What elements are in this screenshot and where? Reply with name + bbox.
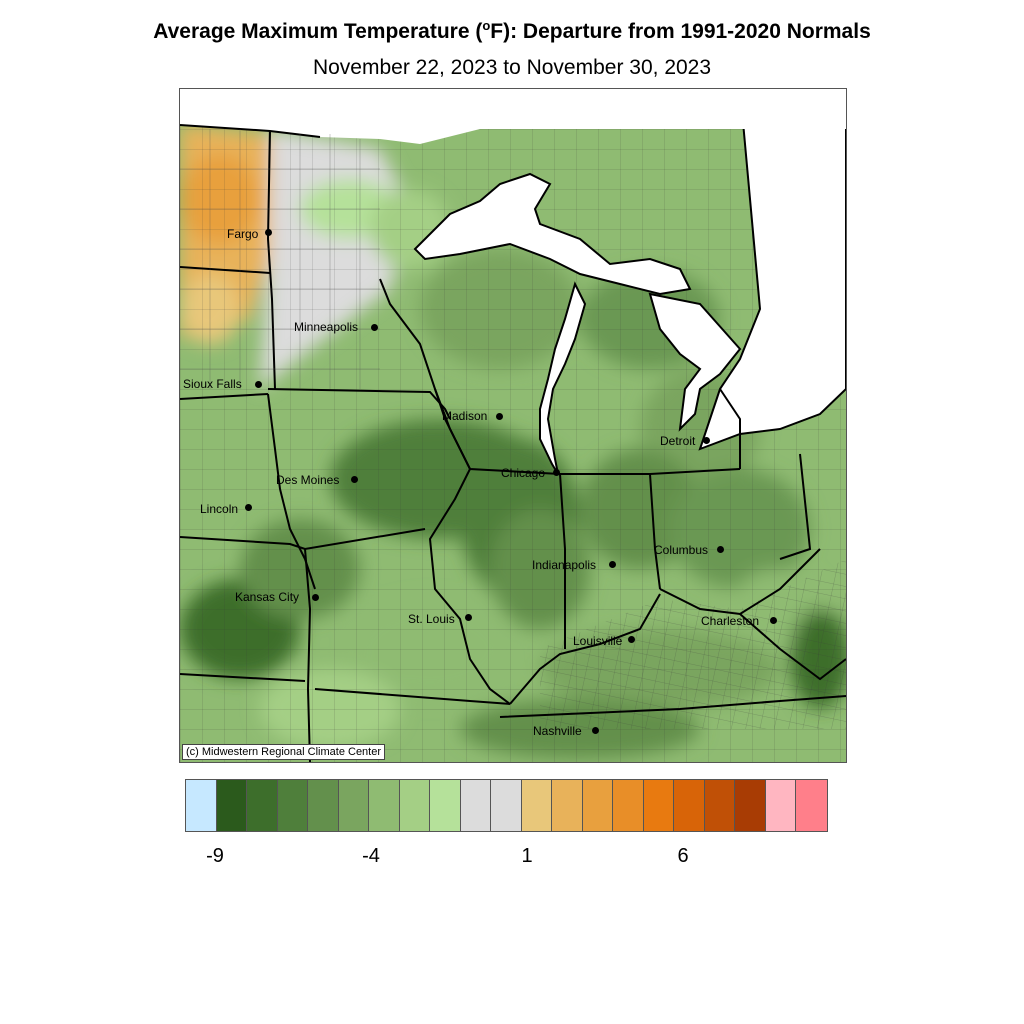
city-label-des-moines: Des Moines [276, 473, 340, 487]
lake-huron [648, 292, 742, 432]
legend-swatch-9 [460, 780, 491, 831]
legend-swatch-5 [338, 780, 369, 831]
legend-tick-label: 1 [521, 845, 533, 867]
credit-label: (c) Midwestern Regional Climate Center [182, 744, 386, 760]
city-dot-lincoln [245, 504, 252, 511]
canada-and-lake-erie [698, 89, 846, 451]
state-borders [180, 124, 846, 762]
county-lines-kentucky [540, 559, 846, 729]
city-label-chicago: Chicago [501, 466, 546, 480]
legend-swatch-15 [643, 780, 674, 831]
legend-swatch-4 [308, 780, 339, 831]
legend-swatch-2 [247, 780, 278, 831]
legend-swatch-20 [796, 780, 827, 831]
legend-tick-label: 6 [677, 845, 689, 867]
legend-swatch-17 [704, 780, 735, 831]
city-dot-detroit [703, 437, 710, 444]
city-label-sioux-falls: Sioux Falls [183, 377, 242, 391]
city-dot-louisville [628, 636, 635, 643]
legend-swatch-13 [582, 780, 613, 831]
legend-swatch-10 [491, 780, 522, 831]
legend-swatch-1 [216, 780, 247, 831]
legend-swatch-8 [430, 780, 461, 831]
city-dot-madison [496, 413, 503, 420]
city-dot-minneapolis [371, 324, 378, 331]
city-label-st-louis: St. Louis [408, 612, 455, 626]
city-label-louisville: Louisville [573, 634, 623, 648]
legend-swatch-16 [674, 780, 705, 831]
city-label-charleston: Charleston [701, 614, 760, 628]
legend-swatch-12 [552, 780, 583, 831]
city-dot-chicago [553, 469, 560, 476]
city-label-fargo: Fargo [227, 227, 259, 241]
map-canvas [180, 89, 846, 762]
legend-tick-label: -9 [206, 845, 224, 867]
legend-swatch-0 [186, 780, 217, 831]
legend-swatch-19 [765, 780, 796, 831]
map-panel: Fargo Minneapolis Sioux Falls Madison Detroi… [179, 88, 847, 763]
city-dot-kansas-city [312, 594, 319, 601]
city-label-minneapolis: Minneapolis [294, 320, 359, 334]
city-dot-charleston [770, 617, 777, 624]
lake-superior [413, 172, 692, 296]
city-dot-sioux-falls [255, 381, 262, 388]
city-dot-st-louis [465, 614, 472, 621]
legend-swatch-14 [613, 780, 644, 831]
city-dot-indianapolis [609, 561, 616, 568]
city-dot-columbus [717, 546, 724, 553]
legend-swatch-7 [399, 780, 430, 831]
legend-swatch-18 [735, 780, 766, 831]
color-legend [185, 779, 828, 832]
city-label-detroit: Detroit [660, 434, 696, 448]
legend-swatch-3 [277, 780, 308, 831]
city-label-columbus: Columbus [654, 543, 709, 557]
county-lines-north [180, 129, 380, 389]
map-title: Average Maximum Temperature (oF): Depart… [153, 18, 871, 43]
city-label-nashville: Nashville [533, 724, 582, 738]
legend-tick-label: -4 [362, 845, 380, 867]
city-dot-fargo [265, 229, 272, 236]
city-label-madison: Madison [442, 409, 488, 423]
city-label-lincoln: Lincoln [200, 502, 239, 516]
legend-swatch-6 [369, 780, 400, 831]
city-dot-des-moines [351, 476, 358, 483]
city-label-indianapolis: Indianapolis [532, 558, 597, 572]
city-label-kansas-city: Kansas City [235, 590, 300, 604]
legend-swatch-11 [521, 780, 552, 831]
city-dot-nashville [592, 727, 599, 734]
map-subtitle: November 22, 2023 to November 30, 2023 [312, 56, 712, 79]
canada-north [180, 89, 846, 144]
